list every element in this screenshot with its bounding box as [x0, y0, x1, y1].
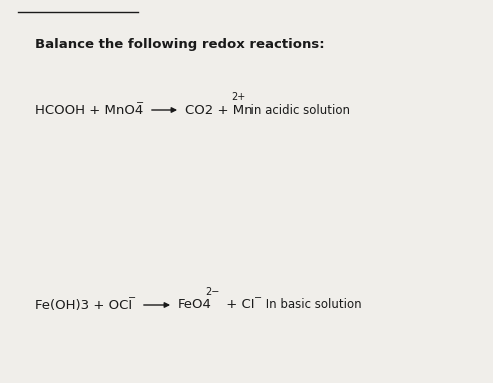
Text: Balance the following redox reactions:: Balance the following redox reactions: [35, 38, 324, 51]
Text: CO2 + Mn: CO2 + Mn [185, 103, 252, 116]
Text: FeO4: FeO4 [178, 298, 212, 311]
Text: 2−: 2− [205, 287, 219, 297]
Text: Fe(OH)3 + OCI: Fe(OH)3 + OCI [35, 298, 132, 311]
Text: + CI: + CI [222, 298, 254, 311]
Text: −: − [128, 293, 136, 303]
Text: In basic solution: In basic solution [262, 298, 362, 311]
Text: 2+: 2+ [231, 92, 245, 102]
Text: in acidic solution: in acidic solution [243, 103, 350, 116]
Text: −: − [136, 98, 144, 108]
Text: −: − [254, 293, 262, 303]
Text: HCOOH + MnO4: HCOOH + MnO4 [35, 103, 143, 116]
